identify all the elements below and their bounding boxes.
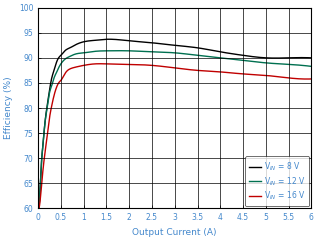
Legend: V$_{IN}$ = 8 V, V$_{IN}$ = 12 V, V$_{IN}$ = 16 V: V$_{IN}$ = 8 V, V$_{IN}$ = 12 V, V$_{IN}… — [245, 156, 309, 206]
Y-axis label: Efficiency (%): Efficiency (%) — [4, 77, 13, 139]
X-axis label: Output Current (A): Output Current (A) — [133, 228, 217, 237]
